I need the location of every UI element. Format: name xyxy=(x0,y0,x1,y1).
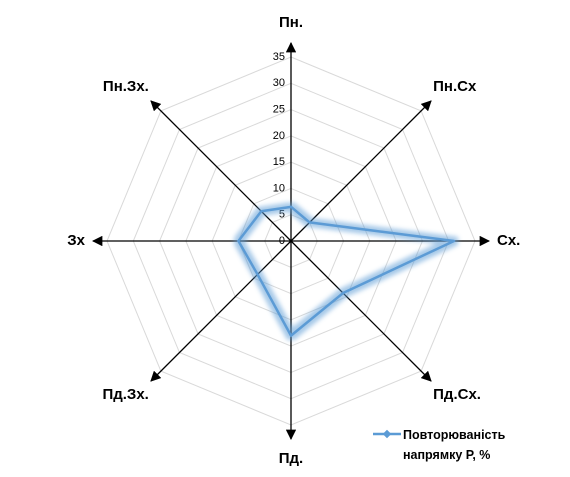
legend-label: Повторюваність напрямку Р, % xyxy=(403,428,506,462)
legend-marker xyxy=(382,429,392,439)
axis-line xyxy=(150,100,292,242)
axis-line xyxy=(150,240,292,382)
category-label: Пд.Зх. xyxy=(102,386,148,403)
axis-line xyxy=(290,100,432,242)
category-label: Пн.Сх xyxy=(433,78,477,95)
category-label: Сх. xyxy=(497,232,520,249)
r-tick-label: 25 xyxy=(273,103,285,115)
series-line xyxy=(237,205,456,337)
category-label: Пн.Зх. xyxy=(103,78,149,95)
r-tick-label: 30 xyxy=(273,77,285,89)
axis-line xyxy=(290,240,432,382)
r-tick-label: 35 xyxy=(273,51,285,63)
r-tick-label: 15 xyxy=(273,156,285,168)
category-label: Пд.Сх. xyxy=(433,386,481,403)
r-tick-label: 5 xyxy=(279,209,285,221)
r-tick-label: 10 xyxy=(273,182,285,194)
r-tick-label: 0 xyxy=(279,235,285,247)
category-label: Зх xyxy=(67,232,85,249)
category-label: Пн. xyxy=(279,14,303,31)
category-label: Пд. xyxy=(279,450,303,467)
r-tick-label: 20 xyxy=(273,130,285,142)
